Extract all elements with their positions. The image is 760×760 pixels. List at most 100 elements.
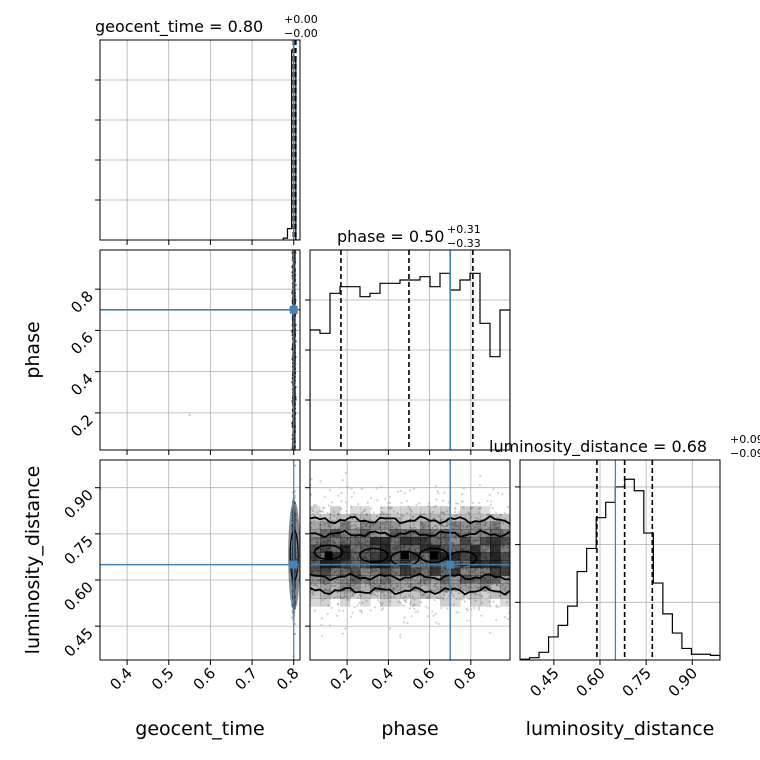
density-cell <box>310 506 321 515</box>
sample-point <box>422 525 425 528</box>
sample-point <box>336 517 339 520</box>
density-cell <box>470 513 481 523</box>
sample-point <box>391 525 394 529</box>
density-cell <box>460 583 471 592</box>
density-cell <box>370 575 381 584</box>
sample-point <box>350 594 354 597</box>
density-cell <box>430 521 441 530</box>
sample-point <box>340 581 343 584</box>
density-cell <box>310 598 321 607</box>
sample-point <box>378 601 382 604</box>
density-cell <box>310 552 321 561</box>
density-cell <box>460 506 471 515</box>
sample-point <box>399 490 402 493</box>
title-plus: +0.09 <box>730 433 760 446</box>
density-cell <box>490 536 501 546</box>
sample-point <box>360 611 363 614</box>
density-cell <box>440 536 451 546</box>
density-cell <box>330 583 341 592</box>
y-axis-label-luminosity-distance: luminosity_distance <box>22 466 44 655</box>
density-cell <box>450 575 461 584</box>
sample-point <box>411 604 414 608</box>
sample-point <box>319 523 322 526</box>
sample-point <box>314 530 317 533</box>
density-cell <box>360 536 371 546</box>
sample-point <box>368 576 371 579</box>
sample-point <box>346 485 349 489</box>
density-cell <box>310 521 321 530</box>
sample-point <box>313 609 316 612</box>
sample-point <box>444 591 448 594</box>
sample-point <box>328 624 331 627</box>
sample-point <box>494 527 497 530</box>
sample-point <box>488 595 491 598</box>
sample-point <box>372 591 375 595</box>
sample-point <box>441 499 445 502</box>
sample-point <box>431 510 435 514</box>
sample-point <box>426 583 429 586</box>
sample-point <box>357 596 360 599</box>
sample-point <box>416 575 419 579</box>
density-cell <box>350 544 361 553</box>
density-cell <box>350 506 361 515</box>
sample-point <box>293 518 297 521</box>
plot-area <box>100 460 300 660</box>
sample-point <box>294 558 297 561</box>
sample-point <box>291 552 294 555</box>
density-cell <box>470 521 481 530</box>
sample-point <box>477 526 480 529</box>
sample-point <box>387 501 390 504</box>
density-cell <box>310 583 321 592</box>
density-cell <box>450 590 461 599</box>
density-cell <box>400 521 411 530</box>
sample-point <box>294 513 297 517</box>
plot-area <box>310 460 510 660</box>
density-cell <box>340 521 351 530</box>
sample-point <box>489 631 492 634</box>
sample-point <box>381 583 385 586</box>
sample-point <box>413 603 416 606</box>
sample-point <box>339 595 342 599</box>
sample-point <box>477 608 481 611</box>
sample-point <box>488 600 491 603</box>
sample-point <box>359 527 362 530</box>
sample-point <box>459 522 462 526</box>
density-cell <box>350 567 361 576</box>
sample-point <box>402 604 406 607</box>
sample-point <box>478 507 481 510</box>
density-cell <box>410 544 421 553</box>
x-axis-label-phase: phase <box>381 718 438 740</box>
density-cell <box>340 552 351 561</box>
sample-point <box>291 616 294 619</box>
sample-point <box>447 583 451 586</box>
density-cell <box>400 506 411 515</box>
density-cell <box>360 567 371 576</box>
sample-point <box>341 597 344 600</box>
sample-point <box>310 493 313 496</box>
density-cell <box>390 521 401 530</box>
sample-point <box>495 618 498 621</box>
sample-point <box>427 596 430 599</box>
density-cell <box>310 544 321 553</box>
sample-point <box>471 502 474 505</box>
sample-point <box>492 520 495 524</box>
sample-point <box>447 523 450 526</box>
sample-point <box>293 543 297 546</box>
sample-point <box>489 503 492 506</box>
sample-point <box>425 578 428 581</box>
density-cell <box>330 567 341 576</box>
sample-point <box>318 527 321 530</box>
density-cell <box>490 529 501 538</box>
density-cell <box>340 529 351 538</box>
sample-point <box>290 528 294 531</box>
density-cell <box>360 521 371 530</box>
title-label: luminosity_distance = 0.68 <box>489 437 707 457</box>
sample-point <box>436 596 439 600</box>
sample-point <box>310 521 313 524</box>
sample-point <box>495 583 498 587</box>
sample-point <box>377 599 380 602</box>
sample-point <box>316 537 319 540</box>
sample-point <box>294 546 297 550</box>
density-cell <box>460 552 471 561</box>
sample-point <box>456 513 459 516</box>
